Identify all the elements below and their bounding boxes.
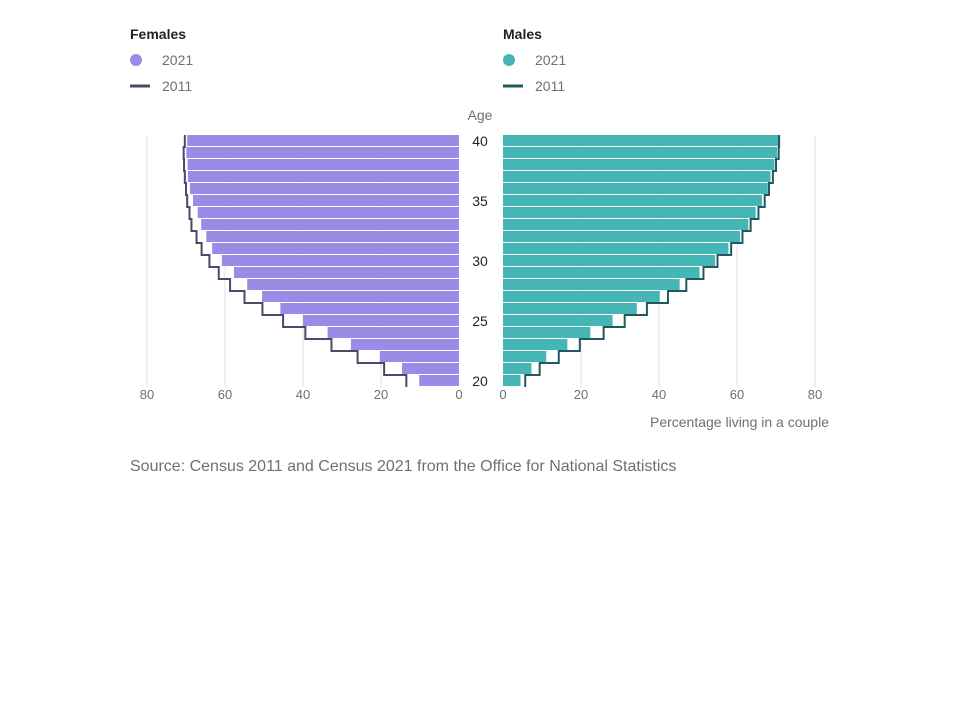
bar-males-2021-age-28 (503, 279, 680, 290)
bar-females-2021-age-29 (233, 267, 459, 278)
legend-males-2021-label: 2021 (535, 52, 566, 68)
bars (186, 135, 780, 386)
legend-males: Males 2021 2011 (503, 26, 566, 94)
age-tick-35: 35 (472, 193, 488, 209)
legend-females-2011-label: 2011 (162, 78, 192, 94)
panel-title-females: Females (130, 26, 186, 42)
bar-males-2021-age-30 (503, 255, 716, 266)
bar-females-2021-age-28 (247, 279, 459, 290)
x-tick-females-40: 40 (296, 387, 310, 402)
bar-females-2021-age-31 (212, 243, 459, 254)
age-tick-25: 25 (472, 313, 488, 329)
tick-labels: 0 20 40 60 80 0 20 40 60 80 20 25 30 35 40 (140, 133, 822, 402)
bar-females-2021-age-35 (193, 195, 459, 206)
step-line-males-2011 (524, 135, 781, 387)
legend-females-2021-marker (130, 54, 142, 66)
bar-males-2021-age-40 (503, 135, 780, 146)
bar-males-2021-age-31 (503, 243, 729, 254)
bar-males-2021-age-27 (503, 291, 660, 302)
bar-males-2021-age-20 (503, 375, 521, 386)
x-axis-title: Percentage living in a couple (650, 414, 829, 430)
bar-females-2021-age-33 (201, 219, 459, 230)
bar-females-2021-age-20 (419, 375, 459, 386)
legend-females-2021-label: 2021 (162, 52, 193, 68)
bar-females-2021-age-22 (379, 351, 459, 362)
legend-females: Females 2021 2011 (130, 26, 193, 94)
bar-females-2021-age-36 (189, 183, 459, 194)
bar-males-2021-age-25 (503, 315, 613, 326)
bar-males-2021-age-37 (503, 171, 771, 182)
x-tick-females-20: 20 (374, 387, 388, 402)
bar-females-2021-age-24 (327, 327, 459, 338)
bar-females-2021-age-34 (197, 207, 459, 218)
x-tick-females-60: 60 (218, 387, 232, 402)
x-tick-males-80: 80 (808, 387, 822, 402)
legend-males-2011-label: 2011 (535, 78, 565, 94)
x-tick-females-0: 0 (455, 387, 462, 402)
bar-females-2021-age-40 (187, 135, 460, 146)
bar-males-2021-age-22 (503, 351, 547, 362)
panel-title-males: Males (503, 26, 542, 42)
bar-males-2021-age-24 (503, 327, 591, 338)
bar-males-2021-age-21 (503, 363, 532, 374)
legend-males-2021-marker (503, 54, 515, 66)
bar-females-2021-age-32 (206, 231, 459, 242)
bar-females-2021-age-30 (221, 255, 459, 266)
bar-females-2021-age-37 (187, 171, 459, 182)
bar-females-2021-age-23 (350, 339, 459, 350)
x-tick-males-0: 0 (499, 387, 506, 402)
x-tick-females-80: 80 (140, 387, 154, 402)
bar-males-2021-age-34 (503, 207, 756, 218)
age-tick-20: 20 (472, 373, 488, 389)
step-lines (182, 135, 781, 387)
bar-females-2021-age-25 (303, 315, 459, 326)
bar-females-2021-age-39 (186, 147, 459, 158)
x-tick-males-40: 40 (652, 387, 666, 402)
x-tick-males-60: 60 (730, 387, 744, 402)
bar-males-2021-age-32 (503, 231, 741, 242)
bar-males-2021-age-26 (503, 303, 637, 314)
bar-males-2021-age-33 (503, 219, 749, 230)
bar-males-2021-age-39 (503, 147, 778, 158)
bar-males-2021-age-29 (503, 267, 700, 278)
x-tick-males-20: 20 (574, 387, 588, 402)
bar-males-2021-age-36 (503, 183, 768, 194)
age-tick-30: 30 (472, 253, 488, 269)
source-note: Source: Census 2011 and Census 2021 from… (130, 458, 677, 475)
bar-males-2021-age-35 (503, 195, 762, 206)
age-tick-40: 40 (472, 133, 488, 149)
bar-females-2021-age-26 (280, 303, 459, 314)
bar-males-2021-age-38 (503, 159, 775, 170)
bar-females-2021-age-27 (262, 291, 459, 302)
center-axis-label-age: Age (468, 107, 493, 123)
step-line-females-2011 (182, 135, 408, 387)
bar-males-2021-age-23 (503, 339, 568, 350)
bar-females-2021-age-38 (187, 159, 459, 170)
bar-females-2021-age-21 (402, 363, 459, 374)
